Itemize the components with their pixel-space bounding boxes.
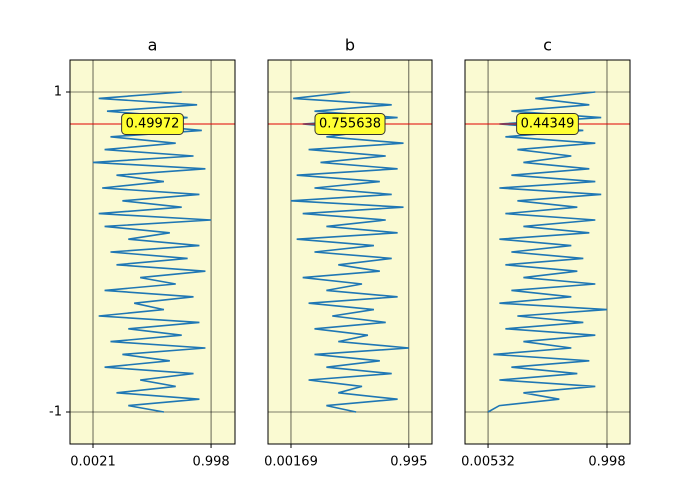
axes-frame	[69, 59, 236, 445]
x-tick-label: 0.998	[192, 455, 229, 470]
data-line	[487, 91, 608, 413]
axes-frame	[267, 59, 433, 445]
data-line	[290, 91, 409, 413]
x-tick-label: 0.995	[390, 455, 427, 470]
y-tick-label: 1	[54, 85, 62, 100]
data-line	[92, 91, 212, 413]
annotation: 0.44349	[521, 117, 575, 132]
panel-title: c	[543, 36, 552, 55]
panel-title: a	[148, 36, 158, 55]
annotation-box	[516, 113, 579, 135]
y-tick-label: -1	[49, 405, 62, 420]
annotation-box	[121, 113, 184, 135]
annotation: 0.49972	[126, 117, 180, 132]
x-tick-label: 0.00169	[264, 455, 318, 470]
panel-title: b	[345, 36, 355, 55]
annotation: 0.755638	[319, 117, 381, 132]
x-tick-label: 0.998	[588, 455, 625, 470]
x-tick-label: 0.0021	[70, 455, 116, 470]
axes-frame	[464, 59, 631, 445]
x-tick-label: 0.00532	[461, 455, 515, 470]
annotation-box	[314, 113, 386, 135]
